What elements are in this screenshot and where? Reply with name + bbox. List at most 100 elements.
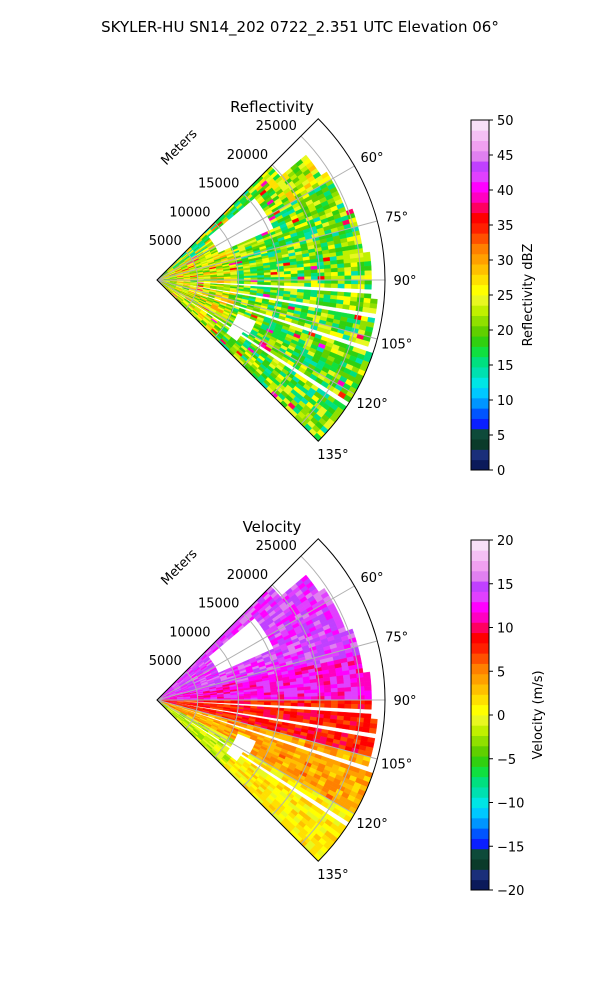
colorbar-segment bbox=[471, 161, 489, 172]
azimuth-tick-label: 135° bbox=[317, 448, 348, 463]
radar-cell bbox=[317, 703, 325, 708]
radar-cell bbox=[241, 331, 250, 338]
radar-cell bbox=[304, 283, 312, 287]
colorbar-tick-label: 5 bbox=[497, 429, 505, 444]
radar-cell bbox=[324, 695, 332, 701]
colorbar-segment bbox=[471, 817, 489, 829]
colorbar-segment bbox=[471, 356, 489, 368]
radar-cell bbox=[295, 718, 304, 723]
radar-cell bbox=[284, 702, 292, 707]
colorbar-segment bbox=[471, 428, 489, 440]
reflectivity-panel: Reflectivity Meters 5000 10000 15000 20000 2… bbox=[149, 98, 536, 479]
radar-cell bbox=[344, 691, 352, 697]
radar-cell bbox=[351, 279, 359, 285]
radar-cell bbox=[336, 259, 345, 265]
radar-cell bbox=[210, 280, 218, 283]
radar-cell bbox=[176, 700, 185, 702]
colorbar-segment bbox=[471, 243, 489, 255]
radar-cell bbox=[315, 720, 324, 726]
radar-cell bbox=[337, 699, 345, 705]
radar-cell bbox=[351, 704, 359, 709]
colorbar-segment bbox=[471, 848, 489, 860]
radar-cell bbox=[263, 274, 272, 278]
radar-cell bbox=[364, 695, 372, 701]
radar-cell bbox=[344, 695, 352, 701]
radar-cell bbox=[344, 699, 352, 705]
radar-cell bbox=[357, 686, 365, 692]
colorbar-segment bbox=[471, 140, 489, 152]
radar-cell bbox=[250, 275, 258, 279]
radar-cell bbox=[337, 263, 345, 269]
radar-cell bbox=[350, 686, 359, 692]
colorbar-segment bbox=[471, 663, 489, 675]
radar-cell bbox=[343, 262, 352, 268]
range-tick-label: 15000 bbox=[198, 177, 239, 192]
radar-cell bbox=[331, 279, 339, 285]
radar-cell bbox=[203, 280, 211, 283]
radar-cell bbox=[363, 713, 372, 719]
radar-cell bbox=[183, 700, 191, 702]
radar-cell bbox=[289, 717, 297, 722]
colorbar-segment bbox=[471, 725, 489, 736]
radar-cell bbox=[310, 696, 319, 701]
radar-cell bbox=[176, 280, 185, 282]
radar-cell bbox=[284, 282, 292, 287]
colorbar-segment bbox=[471, 869, 489, 881]
radar-cell bbox=[297, 270, 305, 275]
radar-cell bbox=[337, 687, 345, 693]
radar-cell bbox=[357, 266, 365, 272]
radar-cell bbox=[284, 273, 292, 278]
radar-cell bbox=[357, 712, 365, 719]
azimuth-tick-label: 90° bbox=[393, 694, 416, 709]
azimuth-tick-label: 60° bbox=[361, 151, 384, 166]
radar-cell bbox=[309, 299, 317, 305]
radar-cell bbox=[317, 688, 325, 694]
radar-cell bbox=[357, 695, 366, 701]
radar-cell bbox=[337, 279, 345, 285]
reflectivity-colorbar-label: Reflectivity dBZ bbox=[521, 244, 536, 347]
colorbar-segment bbox=[471, 346, 489, 358]
radar-cell bbox=[357, 275, 366, 281]
radar-cell bbox=[357, 690, 366, 696]
radar-cell bbox=[250, 281, 258, 285]
radar-cell bbox=[183, 280, 191, 282]
colorbar-segment bbox=[471, 838, 489, 850]
radar-cell bbox=[344, 275, 352, 281]
radar-cell bbox=[310, 276, 319, 281]
radar-cell bbox=[337, 275, 345, 281]
colorbar-tick-label: 10 bbox=[497, 622, 514, 637]
radar-cell bbox=[270, 702, 278, 706]
radar-cell bbox=[270, 694, 278, 698]
radar-cell bbox=[356, 257, 365, 263]
radar-cell bbox=[357, 270, 366, 276]
colorbar-segment bbox=[471, 776, 489, 788]
colorbar-segment bbox=[471, 653, 489, 664]
radar-cell bbox=[337, 271, 345, 277]
radar-cell bbox=[344, 703, 352, 709]
radar-cell bbox=[310, 685, 318, 691]
radar-cell bbox=[344, 687, 352, 693]
radar-cell bbox=[250, 695, 258, 699]
range-tick-label: 15000 bbox=[198, 597, 239, 612]
radar-cell bbox=[297, 273, 305, 278]
colorbar-tick-label: 0 bbox=[497, 709, 505, 724]
colorbar-segment bbox=[471, 233, 489, 244]
range-tick-label: 25000 bbox=[256, 539, 297, 554]
radar-cell bbox=[330, 703, 339, 709]
radar-cell bbox=[295, 298, 304, 303]
azimuth-tick-label: 120° bbox=[356, 397, 387, 412]
radar-cell bbox=[230, 281, 238, 284]
radar-cell bbox=[290, 702, 298, 707]
radar-cell bbox=[350, 292, 358, 298]
radar-cell bbox=[357, 261, 365, 268]
radar-cell bbox=[310, 692, 319, 697]
radar-cell bbox=[243, 695, 252, 699]
colorbar-segment bbox=[471, 756, 489, 767]
radar-cell bbox=[302, 299, 311, 304]
radar-cell bbox=[330, 691, 339, 697]
range-tick-label: 25000 bbox=[256, 119, 297, 134]
colorbar-segment bbox=[471, 735, 489, 747]
azimuth-tick-label: 105° bbox=[381, 758, 412, 773]
radar-cell bbox=[355, 306, 364, 312]
colorbar-segment bbox=[471, 449, 489, 461]
